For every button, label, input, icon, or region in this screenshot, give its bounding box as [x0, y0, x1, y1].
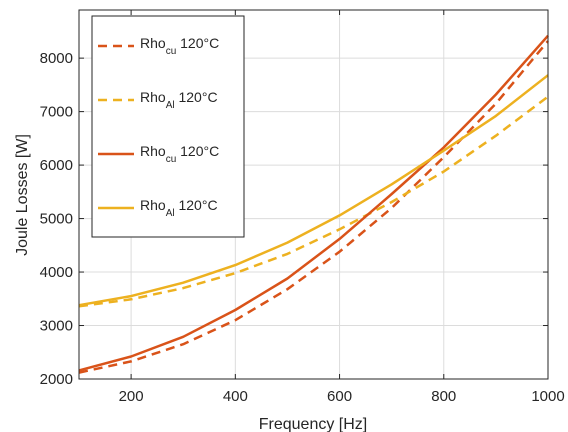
y-tick-label: 4000 [40, 264, 73, 281]
plot-area-frame [78, 9, 549, 380]
y-tick-label: 6000 [40, 157, 73, 174]
series-line-1 [78, 40, 549, 374]
legend-label-3: Rhocu 120°C [140, 143, 219, 165]
y-tick-label: 2000 [40, 371, 73, 388]
axis-ticks: 200 400 600 800 1000 2000 3000 4000 5000 6000 7000… [40, 10, 565, 405]
x-tick-label: 1000 [531, 388, 564, 405]
legend-label-1: Rhocu 120°C [140, 35, 219, 57]
x-tick-label: 400 [223, 388, 248, 405]
series-line-3 [78, 34, 549, 372]
legend-label-2: RhoAl 120°C [140, 89, 218, 111]
y-tick-label: 5000 [40, 211, 73, 228]
legend-box [91, 15, 245, 238]
legend: Rhocu 120°C RhoAl 120°C Rhocu 120°C RhoAl 1… [91, 15, 245, 238]
series-lines [78, 34, 549, 374]
x-tick-label: 600 [327, 388, 352, 405]
y-tick-label: 3000 [40, 318, 73, 335]
series-line-2 [78, 95, 549, 308]
series-line-4 [78, 74, 549, 307]
x-tick-label: 200 [119, 388, 144, 405]
y-tick-label: 8000 [40, 50, 73, 67]
x-axis-label: Frequency [Hz] [259, 416, 367, 432]
legend-label-4: RhoAl 120°C [140, 197, 218, 219]
x-tick-label: 800 [431, 388, 456, 405]
y-tick-label: 7000 [40, 104, 73, 121]
y-axis-label: Joule Losses [W] [14, 134, 31, 256]
